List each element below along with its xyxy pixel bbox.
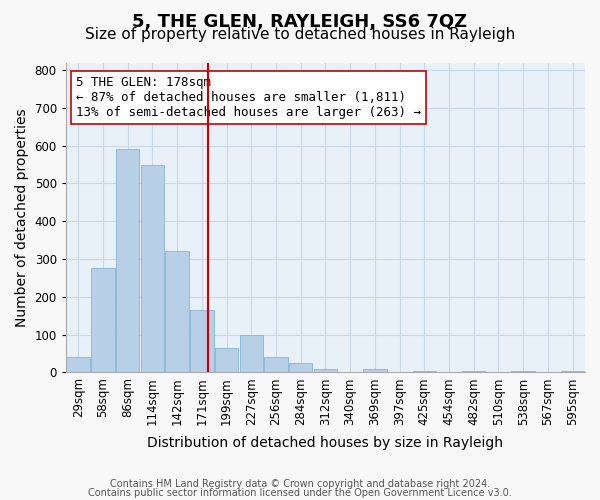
Bar bbox=[511, 370, 535, 372]
Text: Contains HM Land Registry data © Crown copyright and database right 2024.: Contains HM Land Registry data © Crown c… bbox=[110, 479, 490, 489]
Bar bbox=[67, 358, 90, 372]
Bar bbox=[264, 358, 288, 372]
Bar bbox=[289, 363, 313, 372]
Bar bbox=[239, 334, 263, 372]
Text: 5 THE GLEN: 178sqm
← 87% of detached houses are smaller (1,811)
13% of semi-deta: 5 THE GLEN: 178sqm ← 87% of detached hou… bbox=[76, 76, 421, 120]
Bar bbox=[190, 310, 214, 372]
X-axis label: Distribution of detached houses by size in Rayleigh: Distribution of detached houses by size … bbox=[148, 436, 503, 450]
Bar bbox=[116, 150, 139, 372]
Bar bbox=[91, 268, 115, 372]
Text: 5, THE GLEN, RAYLEIGH, SS6 7QZ: 5, THE GLEN, RAYLEIGH, SS6 7QZ bbox=[133, 12, 467, 30]
Bar bbox=[215, 348, 238, 372]
Bar bbox=[140, 164, 164, 372]
Text: Size of property relative to detached houses in Rayleigh: Size of property relative to detached ho… bbox=[85, 28, 515, 42]
Bar bbox=[314, 368, 337, 372]
Bar bbox=[363, 368, 386, 372]
Bar bbox=[166, 252, 189, 372]
Text: Contains public sector information licensed under the Open Government Licence v3: Contains public sector information licen… bbox=[88, 488, 512, 498]
Bar bbox=[413, 370, 436, 372]
Bar bbox=[561, 370, 584, 372]
Y-axis label: Number of detached properties: Number of detached properties bbox=[15, 108, 29, 327]
Bar bbox=[462, 370, 485, 372]
